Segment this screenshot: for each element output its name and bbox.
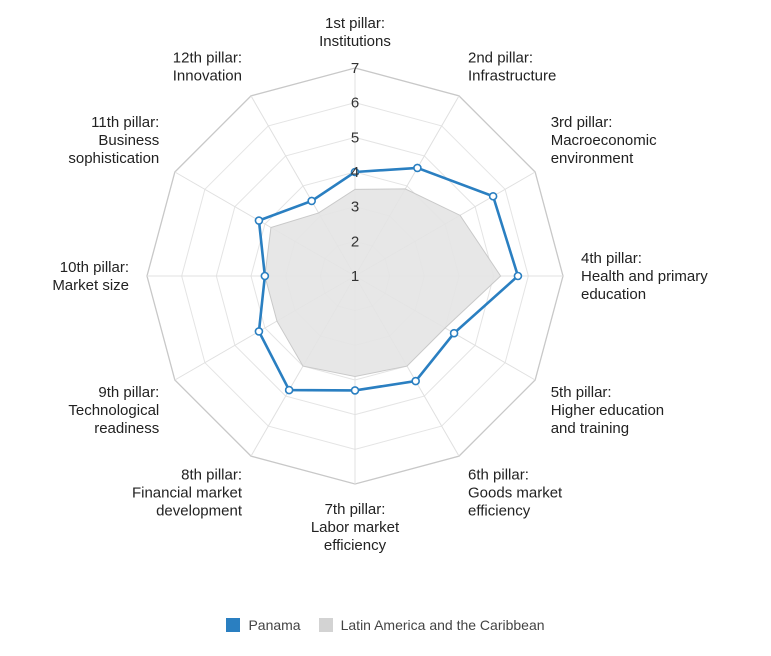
panama-point[interactable] [411, 376, 420, 386]
axis-label-line: 9th pillar: [98, 384, 159, 401]
axis-label-line: 5th pillar: [551, 384, 612, 401]
axis-label: 11th pillar: Business sophistication [68, 114, 159, 167]
axis-label-line: 10th pillar: [60, 259, 129, 276]
axis-label: 10th pillar: Market size [52, 259, 129, 294]
axis-label-line: 3rd pillar: [551, 114, 613, 131]
axis-label-line: Health and primary [581, 268, 708, 285]
axis-label-line: and training [551, 420, 629, 437]
panama-point[interactable] [260, 271, 270, 281]
axis-label-line: development [156, 503, 243, 520]
axis-label-line: 6th pillar: [468, 467, 529, 484]
axis-label-line: Technological [68, 402, 159, 419]
axis-label-line: readiness [94, 420, 159, 437]
axis-label: 5th pillar: Higher education and training [551, 384, 664, 437]
legend-swatch-panama [226, 618, 241, 632]
legend-label-latam: Latin America and the Caribbean [340, 617, 545, 633]
panama-point[interactable] [449, 328, 459, 338]
legend-label-panama: Panama [248, 617, 301, 633]
tick-label: 2 [351, 233, 359, 250]
tick-labels: 1 2 3 4 5 6 7 [351, 60, 359, 285]
axis-label: 7th pillar: Labor market efficiency [311, 501, 400, 554]
panama-point[interactable] [254, 327, 264, 336]
panama-point[interactable] [307, 196, 316, 206]
tick-label: 4 [351, 164, 359, 181]
axis-label-line: 4th pillar: [581, 250, 642, 267]
axis-label-line: Infrastructure [468, 67, 556, 84]
tick-label: 7 [351, 60, 359, 77]
axis-label-line: 2nd pillar: [468, 49, 533, 66]
axis-label-line: efficiency [324, 537, 387, 554]
axis-label: 1st pillar: Institutions [319, 15, 391, 50]
axis-label-line: Market size [52, 277, 129, 294]
axis-label-line: 1st pillar: [325, 15, 385, 32]
legend-item-latam[interactable]: Latin America and the Caribbean [318, 617, 545, 633]
axis-labels: 1st pillar: Institutions 2nd pillar: Infras… [52, 15, 708, 554]
axis-label-line: 12th pillar: [173, 49, 242, 66]
axis-label-line: efficiency [468, 503, 531, 520]
tick-label: 3 [351, 199, 359, 216]
tick-label: 6 [351, 95, 359, 112]
panama-point[interactable] [350, 167, 360, 177]
axis-label: 4th pillar: Health and primary education [581, 250, 708, 303]
axis-label: 3rd pillar: Macroeconomic environment [551, 114, 657, 167]
axis-label-line: Labor market [311, 519, 400, 536]
tick-label: 1 [351, 268, 359, 285]
axis-label: 8th pillar: Financial market development [132, 467, 243, 520]
axis-label-line: Macroeconomic [551, 132, 657, 149]
panama-point[interactable] [513, 271, 523, 281]
axis-label-line: sophistication [68, 150, 159, 167]
axis-label: 2nd pillar: Infrastructure [468, 49, 556, 84]
panama-point[interactable] [254, 216, 264, 225]
legend-swatch-latam [318, 618, 333, 632]
axis-label: 9th pillar: Technological readiness [68, 384, 159, 437]
legend-item-panama[interactable]: Panama [226, 617, 301, 633]
panama-point[interactable] [413, 163, 422, 173]
axis-label-line: 8th pillar: [181, 467, 242, 484]
axis-label-line: Higher education [551, 402, 664, 419]
axis-label-line: Financial market [132, 485, 243, 502]
axis-label: 12th pillar: Innovation [173, 49, 242, 84]
axis-label-line: 11th pillar: [91, 114, 159, 131]
panama-point[interactable] [488, 191, 498, 201]
radar-chart: 1 2 3 4 5 6 7 1st pillar: Institutions 2nd pilla… [52, 15, 708, 554]
axis-label-line: environment [551, 150, 634, 167]
axis-label: 6th pillar: Goods market efficiency [468, 467, 563, 520]
series-layer [254, 163, 523, 395]
legend: Panama Latin America and the Caribbean [0, 617, 771, 633]
axis-label-line: Goods market [468, 485, 563, 502]
series-area-latin-america [264, 188, 502, 378]
axis-label-line: education [581, 286, 646, 303]
axis-label-line: Business [98, 132, 159, 149]
panama-point[interactable] [350, 386, 360, 395]
tick-label: 5 [351, 129, 359, 146]
panama-point[interactable] [284, 385, 294, 395]
axis-label-line: Institutions [319, 33, 391, 50]
axis-label-line: 7th pillar: [325, 501, 386, 518]
axis-label-line: Innovation [173, 67, 242, 84]
